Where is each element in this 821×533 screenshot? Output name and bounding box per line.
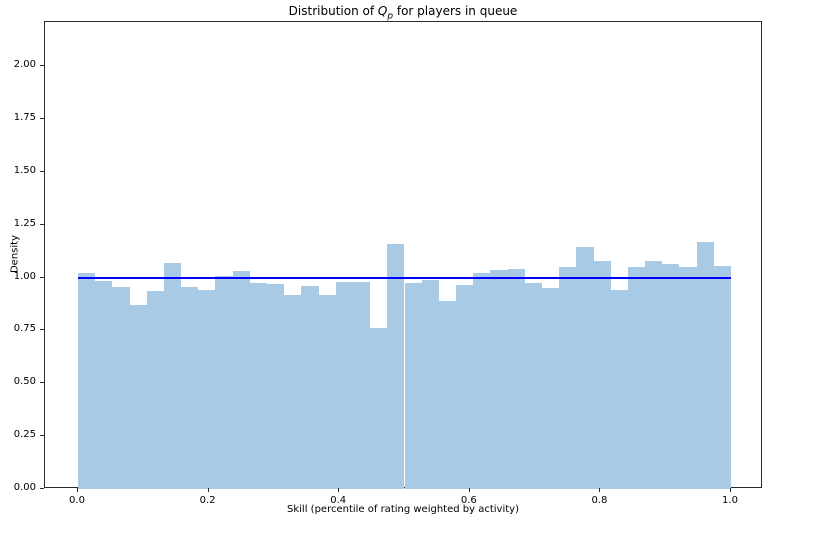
x-tick-label: 0.8 <box>591 495 608 506</box>
histogram-bar <box>318 294 336 489</box>
y-tick-mark <box>40 65 44 67</box>
histogram-bar <box>559 267 577 489</box>
histogram-bar <box>524 282 542 489</box>
x-axis-label: Skill (percentile of rating weighted by … <box>287 504 519 515</box>
histogram-bar <box>473 273 491 489</box>
x-tick-label: 0.2 <box>199 495 216 506</box>
title-text: Distribution of <box>288 4 378 18</box>
histogram-bar <box>335 281 353 489</box>
y-tick-label: 0.75 <box>13 323 36 335</box>
histogram-bar <box>215 275 233 489</box>
histogram-bar <box>163 262 182 489</box>
histogram-bar <box>438 300 457 489</box>
histogram-bar <box>284 294 302 489</box>
y-tick-mark <box>40 488 44 489</box>
histogram-bar <box>301 286 319 489</box>
histogram-bar <box>593 260 611 489</box>
histogram-bar <box>232 271 250 489</box>
histogram-bar <box>387 243 405 489</box>
x-tick-mark <box>730 488 731 492</box>
title-math-symbol: Q <box>377 4 388 18</box>
histogram-bar <box>645 260 663 489</box>
y-tick-mark <box>40 118 44 120</box>
plot-area <box>44 21 762 489</box>
histogram-bar <box>112 287 130 489</box>
histogram-bar <box>78 273 96 489</box>
y-tick-label: 2.00 <box>13 59 36 71</box>
chart-title: Distribution of Qp for players in queue <box>44 4 762 24</box>
histogram-bar <box>249 282 267 489</box>
y-axis-label: Density <box>9 234 21 274</box>
x-tick-mark <box>207 488 209 492</box>
title-math-subscript: p <box>387 11 394 22</box>
y-tick-mark <box>40 276 44 278</box>
x-tick-label: 0.6 <box>460 495 477 506</box>
histogram-bar <box>662 263 680 489</box>
y-tick-label: 0.00 <box>13 482 36 493</box>
histogram-bar <box>679 267 697 489</box>
x-tick-label: 1.0 <box>722 495 738 506</box>
y-tick-label: 1.50 <box>13 164 36 176</box>
histogram-bar <box>181 287 199 489</box>
reference-line <box>78 276 731 279</box>
histogram-bar <box>507 269 525 489</box>
histogram-bar <box>198 290 216 489</box>
x-tick-label: 0.4 <box>330 495 347 506</box>
y-tick-mark <box>40 435 44 437</box>
histogram-bar <box>456 285 474 489</box>
histogram-bar <box>404 282 422 489</box>
title-text-suffix: for players in queue <box>393 4 518 18</box>
histogram-bar <box>627 267 646 489</box>
y-tick-label: 0.25 <box>13 429 36 441</box>
histogram-bar <box>713 266 731 489</box>
histogram-bar <box>370 328 388 489</box>
y-tick-label: 1.25 <box>13 217 36 229</box>
x-tick-label: 0.0 <box>69 495 85 506</box>
histogram-bar <box>541 288 560 489</box>
y-tick-mark <box>40 170 44 172</box>
y-tick-label: 1.00 <box>13 270 36 282</box>
histogram-bar <box>352 281 371 489</box>
histogram-bar <box>129 305 147 489</box>
y-tick-mark <box>40 329 44 331</box>
histogram-bar <box>576 246 594 489</box>
histogram-bar <box>490 270 508 489</box>
x-tick-mark <box>338 488 340 492</box>
y-tick-mark <box>40 223 44 225</box>
y-tick-label: 1.75 <box>13 112 36 124</box>
x-tick-mark <box>77 488 78 492</box>
histogram-bar <box>610 290 628 489</box>
histogram-bar <box>421 279 439 489</box>
y-tick-mark <box>40 382 44 384</box>
histogram-bar <box>696 241 714 489</box>
x-tick-mark <box>468 488 470 492</box>
x-tick-mark <box>599 488 601 492</box>
histogram-bar <box>146 291 164 489</box>
histogram-bar <box>267 283 285 489</box>
histogram-bar <box>95 280 113 489</box>
y-tick-label: 0.50 <box>13 376 36 388</box>
